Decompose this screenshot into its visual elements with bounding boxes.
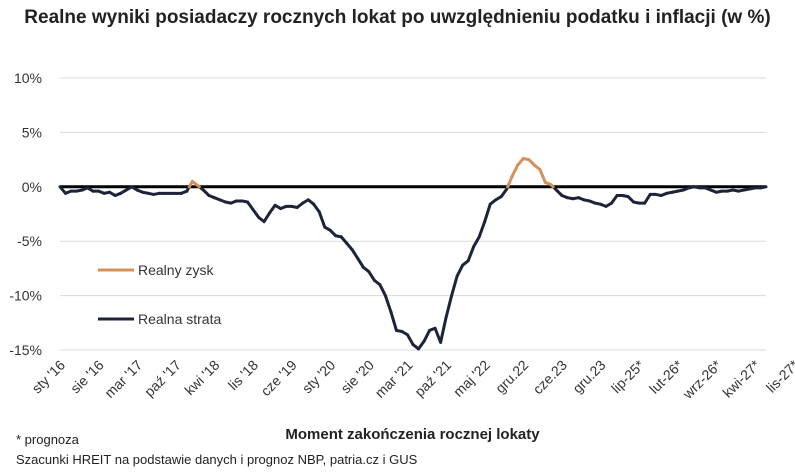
x-tick-label: maj '22: [450, 357, 493, 400]
series-line-realna-strata: [367, 270, 376, 282]
y-tick-label: 0%: [22, 179, 42, 195]
series-line-realna-strata: [251, 208, 261, 219]
series-line-realny-zysk: [549, 183, 555, 189]
x-tick-label: lis '18: [225, 357, 261, 393]
x-tick-label: gru.22: [492, 357, 532, 397]
x-tick-label: lip-25*: [608, 356, 648, 396]
x-tick-label: cze '19: [257, 357, 300, 400]
x-tick-label: mar '21: [372, 357, 416, 401]
legend-label-realny-zysk: Realny zysk: [138, 262, 214, 278]
series-line-realna-strata: [246, 200, 255, 212]
forecast-note: * prognoza: [16, 432, 79, 447]
series-line-realna-strata: [405, 333, 415, 347]
y-tick-label: -10%: [9, 288, 42, 304]
series-line-realna-strata: [483, 202, 492, 224]
x-tick-label: mar '17: [101, 357, 145, 401]
x-axis-title: Moment zakończenia rocznej lokaty: [285, 426, 540, 443]
chart-title: Realne wyniki posiadaczy rocznych lokat …: [24, 7, 771, 28]
series-line-realna-strata: [422, 328, 432, 343]
series-line-realna-strata: [466, 245, 476, 263]
series-line-realna-strata: [643, 192, 652, 205]
x-tick-label: cze.23: [530, 357, 571, 398]
y-tick-label: 10%: [14, 70, 42, 86]
y-tick-label: 5%: [22, 124, 42, 140]
series-lines: [58, 157, 768, 351]
series-line-realna-strata: [758, 185, 768, 190]
series-line-realna-strata: [439, 315, 448, 344]
x-tick-label: gru.23: [569, 357, 609, 397]
series-line-realna-strata: [417, 339, 426, 351]
series-line-realna-strata: [610, 194, 619, 205]
series-line-realny-zysk: [510, 163, 520, 178]
series-line-realna-strata: [455, 263, 465, 278]
series-line-realna-strata: [472, 235, 481, 249]
series-line-realna-strata: [499, 187, 509, 199]
x-tick-label: paź '21: [411, 357, 454, 400]
series-line-realna-strata: [477, 220, 487, 239]
series-line-realna-strata: [389, 310, 398, 332]
x-tick-label: sty '20: [299, 357, 339, 397]
series-line-realna-strata: [378, 283, 387, 298]
source-note: Szacunki HREIT na podstawie danych i pro…: [16, 452, 418, 467]
series-line-realna-strata: [312, 202, 321, 214]
series-line-realna-strata: [444, 294, 454, 319]
x-tick-label: paź '17: [141, 357, 184, 400]
series-line-realny-zysk: [196, 184, 201, 189]
series-line-realna-strata: [450, 274, 459, 298]
x-tick-label: kwi-27*: [719, 356, 763, 400]
x-tick-label: sty '16: [29, 357, 69, 397]
y-tick-label: -15%: [9, 342, 42, 358]
y-axis-ticks: 10% 5% 0% -5% -10% -15%: [9, 70, 42, 358]
gridlines: [60, 77, 766, 351]
x-tick-label: lis-27*: [763, 356, 795, 395]
series-line-realna-strata: [268, 203, 277, 215]
series-line-realna-strata: [350, 248, 360, 261]
series-line-realna-strata: [383, 294, 393, 314]
series-line-realny-zysk: [506, 174, 514, 189]
series-line-realna-strata: [262, 211, 272, 224]
x-tick-label: wrz-26*: [679, 356, 725, 402]
y-tick-label: -5%: [17, 233, 42, 249]
series-line-realna-strata: [356, 257, 365, 269]
series-line-realny-zysk: [538, 167, 547, 184]
x-tick-label: kwi '18: [181, 357, 222, 398]
series-line-realna-strata: [317, 210, 327, 229]
legend-label-realna-strata: Realna strata: [138, 311, 221, 327]
legend: Realny zysk Realna strata: [98, 262, 221, 327]
